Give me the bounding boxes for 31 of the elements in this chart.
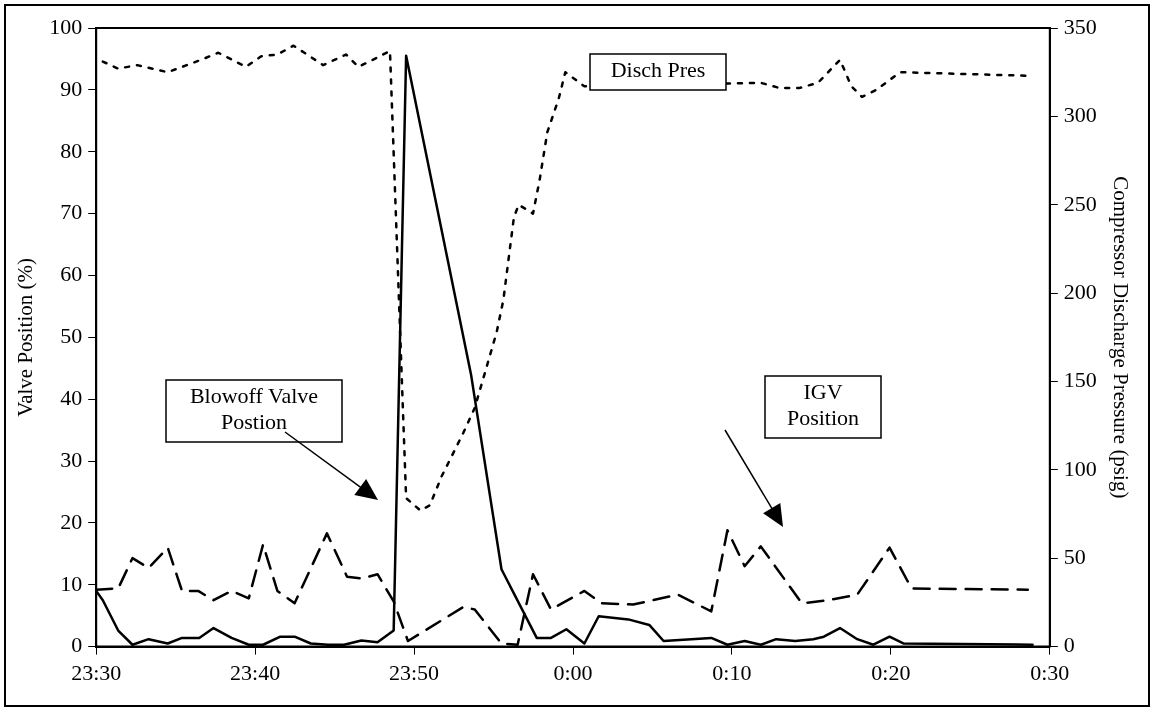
x-tick-label: 0:00 <box>553 659 593 685</box>
y2-tick-label: 100 <box>1063 455 1097 481</box>
series-label: Disch Pres <box>610 56 706 82</box>
y-tick-label: 20 <box>60 508 83 534</box>
annotation: IGV Position <box>786 378 860 430</box>
annotation: Blowoff Valve Postion <box>189 382 319 434</box>
y2-tick-label: 300 <box>1063 102 1097 128</box>
y-tick-label: 100 <box>49 13 83 39</box>
y2-tick-label: 50 <box>1063 544 1086 570</box>
y-tick-label: 80 <box>60 137 83 163</box>
y-tick-label: 50 <box>60 323 83 349</box>
y2-tick-label: 350 <box>1063 13 1097 39</box>
x-tick-label: 0:10 <box>712 659 752 685</box>
x-tick-label: 23:50 <box>389 659 440 685</box>
y-tick-label: 10 <box>60 570 83 596</box>
y-tick-label: 60 <box>60 261 83 287</box>
y2-tick-label: 150 <box>1063 367 1097 393</box>
y2-tick-label: 0 <box>1063 632 1075 658</box>
y-tick-label: 30 <box>60 446 83 472</box>
y-tick-label: 40 <box>60 384 83 410</box>
y2-tick-label: 200 <box>1063 278 1097 304</box>
y-tick-label: 0 <box>71 632 83 658</box>
y2-tick-label: 250 <box>1063 190 1097 216</box>
x-tick-label: 0:20 <box>871 659 911 685</box>
x-tick-label: 23:30 <box>71 659 122 685</box>
y-tick-label: 70 <box>60 199 83 225</box>
y2-axis-title: Compressor Discharge Pressure (psig) <box>1108 176 1133 499</box>
y-tick-label: 90 <box>60 75 83 101</box>
y-axis-title: Valve Position (%) <box>13 257 38 417</box>
x-tick-label: 23:40 <box>230 659 281 685</box>
x-tick-label: 0:30 <box>1030 659 1070 685</box>
